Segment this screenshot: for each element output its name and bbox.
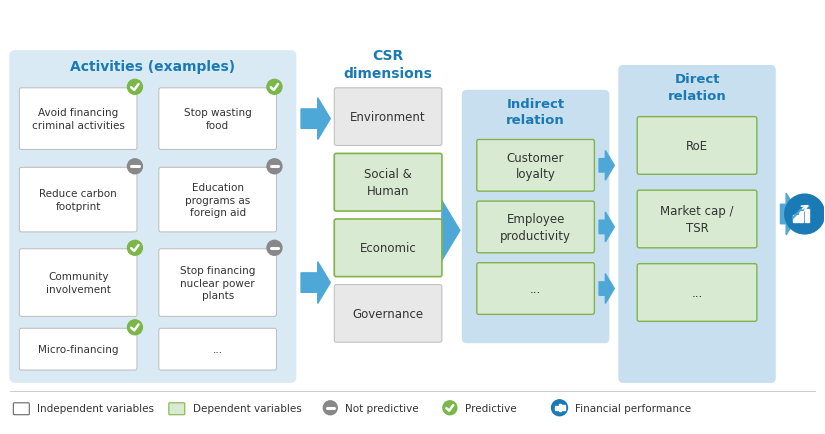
Polygon shape xyxy=(606,213,615,242)
Text: Financial performance: Financial performance xyxy=(576,403,691,413)
Text: Education
programs as
foreign aid: Education programs as foreign aid xyxy=(185,182,250,218)
Circle shape xyxy=(128,241,143,256)
Text: Micro-financing: Micro-financing xyxy=(38,344,118,354)
Text: Environment: Environment xyxy=(351,111,426,124)
Text: Independent variables: Independent variables xyxy=(37,403,154,413)
Text: Employee
productivity: Employee productivity xyxy=(500,213,571,242)
Text: Governance: Governance xyxy=(352,307,424,320)
FancyBboxPatch shape xyxy=(159,168,276,232)
Polygon shape xyxy=(442,201,460,261)
Circle shape xyxy=(267,160,282,174)
FancyBboxPatch shape xyxy=(462,91,610,343)
FancyBboxPatch shape xyxy=(780,204,786,225)
Text: Stop financing
nuclear power
plants: Stop financing nuclear power plants xyxy=(180,265,256,301)
Polygon shape xyxy=(318,262,330,304)
Circle shape xyxy=(323,401,337,415)
Bar xyxy=(804,209,809,222)
FancyBboxPatch shape xyxy=(19,329,137,370)
FancyBboxPatch shape xyxy=(598,281,606,296)
FancyBboxPatch shape xyxy=(300,109,318,130)
Text: Customer
loyalty: Customer loyalty xyxy=(507,151,564,181)
FancyBboxPatch shape xyxy=(300,273,318,293)
FancyBboxPatch shape xyxy=(169,403,185,415)
FancyBboxPatch shape xyxy=(477,140,594,192)
Text: Indirect
relation: Indirect relation xyxy=(507,98,565,127)
Circle shape xyxy=(128,80,143,95)
Circle shape xyxy=(128,160,143,174)
FancyBboxPatch shape xyxy=(19,89,137,150)
FancyBboxPatch shape xyxy=(477,263,594,315)
FancyBboxPatch shape xyxy=(598,220,606,235)
Text: Predictive: Predictive xyxy=(464,403,516,413)
FancyBboxPatch shape xyxy=(13,403,30,415)
FancyBboxPatch shape xyxy=(19,168,137,232)
FancyBboxPatch shape xyxy=(159,249,276,317)
Text: ...: ... xyxy=(691,286,703,299)
Text: Direct
relation: Direct relation xyxy=(667,73,727,102)
Circle shape xyxy=(267,241,282,256)
Text: Market cap /
TSR: Market cap / TSR xyxy=(660,205,733,234)
Polygon shape xyxy=(318,99,330,140)
Circle shape xyxy=(267,80,282,95)
Bar xyxy=(793,216,798,222)
FancyBboxPatch shape xyxy=(618,66,775,383)
Text: Reduce carbon
footprint: Reduce carbon footprint xyxy=(40,189,117,211)
Bar xyxy=(799,212,804,222)
Text: Dependent variables: Dependent variables xyxy=(193,403,301,413)
Text: ...: ... xyxy=(213,344,223,354)
FancyBboxPatch shape xyxy=(19,249,137,317)
Text: Social &
Human: Social & Human xyxy=(364,168,412,197)
FancyBboxPatch shape xyxy=(334,154,442,211)
Text: Not predictive: Not predictive xyxy=(345,403,419,413)
Bar xyxy=(554,406,558,410)
Bar xyxy=(563,405,565,410)
FancyBboxPatch shape xyxy=(334,220,442,277)
FancyBboxPatch shape xyxy=(9,51,296,383)
FancyBboxPatch shape xyxy=(441,216,449,246)
Text: Community
involvement: Community involvement xyxy=(45,272,111,294)
FancyBboxPatch shape xyxy=(159,329,276,370)
FancyBboxPatch shape xyxy=(334,89,442,146)
FancyBboxPatch shape xyxy=(334,285,442,342)
Circle shape xyxy=(785,195,825,234)
FancyBboxPatch shape xyxy=(637,117,757,175)
Text: RoE: RoE xyxy=(686,140,708,153)
Polygon shape xyxy=(606,274,615,304)
Text: Stop wasting
food: Stop wasting food xyxy=(184,108,252,131)
Bar xyxy=(559,404,562,411)
Polygon shape xyxy=(786,194,799,235)
FancyBboxPatch shape xyxy=(159,89,276,150)
FancyBboxPatch shape xyxy=(637,191,757,248)
Text: CSR
dimensions: CSR dimensions xyxy=(344,49,432,81)
Circle shape xyxy=(443,401,457,415)
Polygon shape xyxy=(606,151,615,181)
FancyBboxPatch shape xyxy=(477,202,594,253)
Text: ...: ... xyxy=(530,283,541,296)
FancyBboxPatch shape xyxy=(637,264,757,322)
Text: Activities (examples): Activities (examples) xyxy=(70,60,235,74)
Circle shape xyxy=(552,400,568,416)
Text: Economic: Economic xyxy=(360,242,417,255)
Text: Avoid financing
criminal activities: Avoid financing criminal activities xyxy=(31,108,125,131)
FancyBboxPatch shape xyxy=(598,158,606,173)
Circle shape xyxy=(128,320,143,335)
